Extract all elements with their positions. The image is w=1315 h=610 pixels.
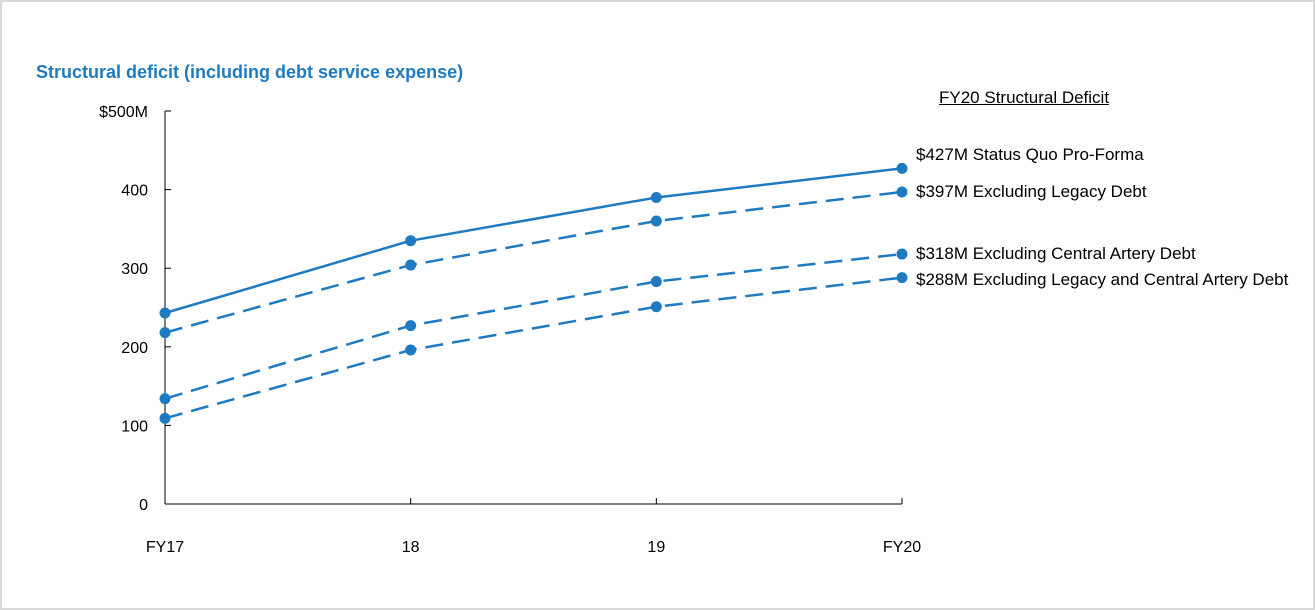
y-tick-label: 200 <box>121 340 148 357</box>
data-point <box>650 215 662 227</box>
y-tick-label: 400 <box>121 183 148 200</box>
data-point <box>896 272 908 284</box>
x-tick-label: 19 <box>647 539 665 556</box>
y-tick-label: 100 <box>121 418 148 435</box>
data-point <box>405 344 417 356</box>
data-point <box>405 259 417 271</box>
data-point <box>650 191 662 203</box>
x-tick-label: 18 <box>402 539 420 556</box>
series-line-0 <box>164 167 903 315</box>
x-tick-label: FY17 <box>146 539 184 556</box>
series-line-3 <box>164 276 903 420</box>
data-point <box>896 186 908 198</box>
y-tick-label: 0 <box>139 497 148 514</box>
data-point <box>896 162 908 174</box>
data-point <box>650 301 662 313</box>
chart-title: Structural deficit (including debt servi… <box>36 62 464 82</box>
legend-title: FY20 Structural Deficit <box>939 88 1110 107</box>
series-label-excluding-legacy: $397M Excluding Legacy Debt <box>916 182 1147 201</box>
series-label-excluding-central-artery: $318M Excluding Central Artery Debt <box>916 244 1196 263</box>
data-point <box>896 248 908 260</box>
data-point <box>405 235 417 247</box>
x-tick-label: FY20 <box>883 539 921 556</box>
data-point <box>650 276 662 288</box>
data-point <box>159 307 171 319</box>
y-tick-label: 300 <box>121 261 148 278</box>
series-line-2 <box>164 252 903 400</box>
series-label-excluding-legacy-and-central-artery: $288M Excluding Legacy and Central Arter… <box>916 270 1289 289</box>
data-point <box>159 412 171 424</box>
data-point <box>159 327 171 339</box>
data-point <box>159 393 171 405</box>
series-label-status-quo: $427M Status Quo Pro-Forma <box>916 145 1144 164</box>
series-line-1 <box>164 190 903 334</box>
y-tick-label: $500M <box>99 104 148 121</box>
data-point <box>405 320 417 332</box>
